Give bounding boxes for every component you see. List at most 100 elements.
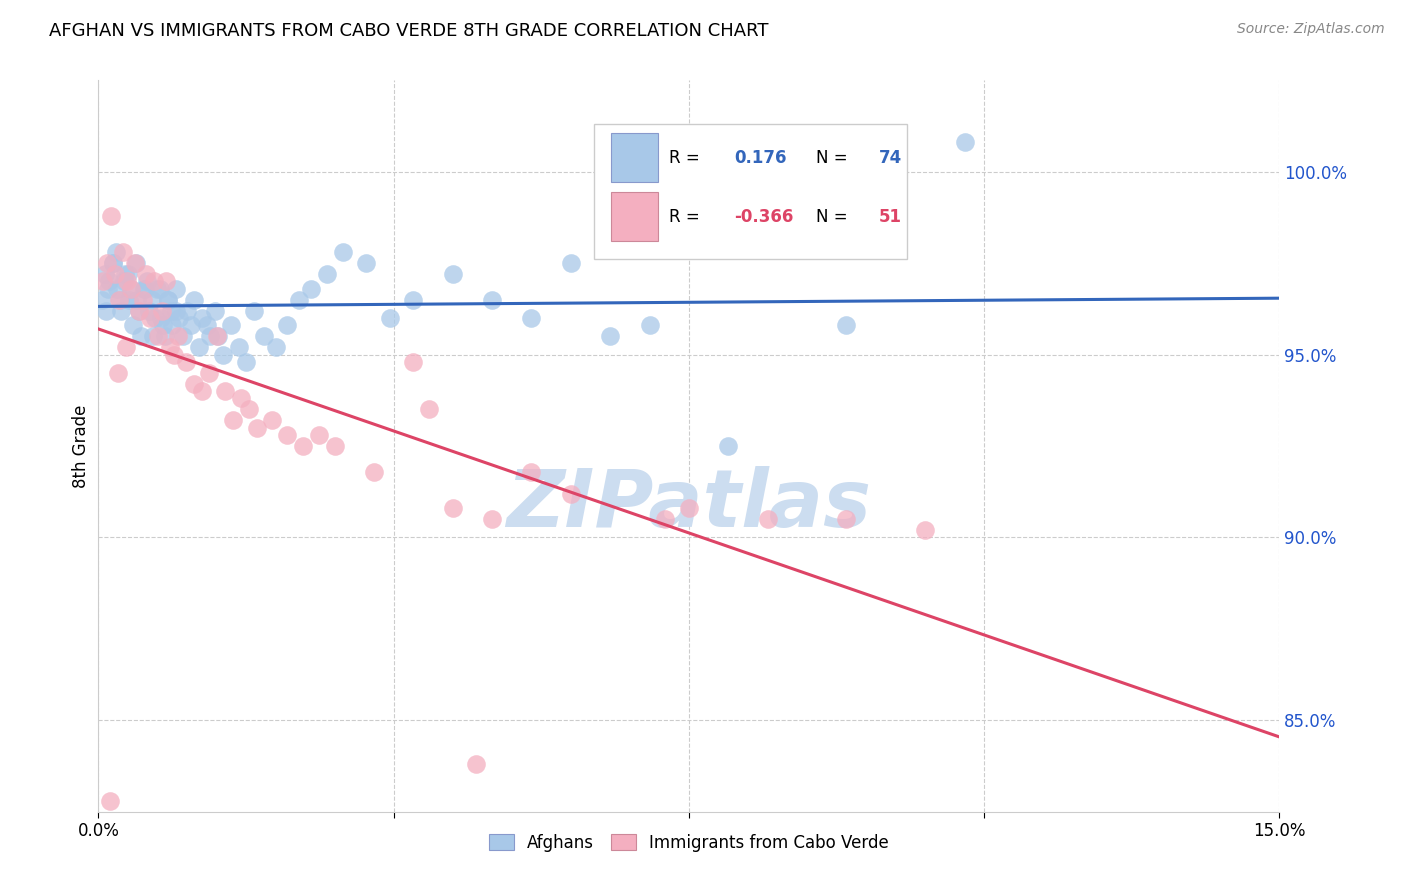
Point xyxy=(115,340,138,354)
Point xyxy=(238,402,260,417)
Point xyxy=(143,274,166,288)
Point xyxy=(149,282,172,296)
Point xyxy=(139,310,162,325)
Point xyxy=(125,293,148,307)
Point xyxy=(128,303,150,318)
Point xyxy=(599,329,621,343)
Point xyxy=(93,267,115,281)
Point xyxy=(219,318,242,333)
Point xyxy=(638,318,661,333)
Text: Source: ZipAtlas.com: Source: ZipAtlas.com xyxy=(1237,22,1385,37)
Point xyxy=(914,523,936,537)
Point xyxy=(323,439,346,453)
Point xyxy=(132,282,155,296)
Y-axis label: 8th Grade: 8th Grade xyxy=(72,404,90,488)
Point xyxy=(163,347,186,361)
Point xyxy=(211,347,233,361)
Point xyxy=(418,402,440,417)
Point xyxy=(560,486,582,500)
Point xyxy=(97,282,120,296)
Point xyxy=(315,267,337,281)
Point xyxy=(183,293,205,307)
Point xyxy=(260,413,283,427)
Point xyxy=(98,274,121,288)
Point xyxy=(152,318,174,333)
Point xyxy=(142,329,165,343)
Point xyxy=(953,136,976,150)
Point xyxy=(207,329,229,343)
Point xyxy=(378,310,401,325)
Point xyxy=(560,256,582,270)
Point xyxy=(172,329,194,343)
Point xyxy=(98,794,121,808)
Point xyxy=(104,267,127,281)
Point xyxy=(165,282,187,296)
Text: 0.176: 0.176 xyxy=(734,149,786,167)
Text: -0.366: -0.366 xyxy=(734,208,793,226)
Point xyxy=(520,310,543,325)
FancyBboxPatch shape xyxy=(612,133,658,182)
Point xyxy=(835,512,858,526)
Point xyxy=(654,512,676,526)
Point xyxy=(115,274,138,288)
FancyBboxPatch shape xyxy=(612,192,658,241)
Point xyxy=(332,245,354,260)
Point xyxy=(125,256,148,270)
Text: R =: R = xyxy=(669,208,700,226)
Point xyxy=(108,293,131,307)
Text: R =: R = xyxy=(669,149,700,167)
Legend: Afghans, Immigrants from Cabo Verde: Afghans, Immigrants from Cabo Verde xyxy=(482,827,896,858)
Point xyxy=(717,439,740,453)
Point xyxy=(145,282,167,296)
Point xyxy=(105,282,128,296)
Point xyxy=(292,439,315,453)
Point xyxy=(195,318,218,333)
Point xyxy=(100,209,122,223)
Point xyxy=(222,413,245,427)
Point xyxy=(200,329,222,343)
Point xyxy=(167,310,190,325)
Point xyxy=(91,293,114,307)
Point xyxy=(402,355,425,369)
Point xyxy=(155,274,177,288)
Point xyxy=(121,282,143,296)
Point xyxy=(354,256,377,270)
Point xyxy=(243,303,266,318)
Point xyxy=(148,329,170,343)
Point xyxy=(118,293,141,307)
Point xyxy=(128,303,150,318)
Point xyxy=(160,303,183,318)
Point xyxy=(165,303,187,318)
Point xyxy=(190,384,212,398)
Point xyxy=(678,501,700,516)
Point xyxy=(246,420,269,434)
Point xyxy=(110,293,132,307)
Point xyxy=(191,310,214,325)
Point xyxy=(136,274,159,288)
Point xyxy=(117,267,139,281)
FancyBboxPatch shape xyxy=(595,124,907,260)
Point xyxy=(176,303,198,318)
Point xyxy=(91,274,114,288)
Point xyxy=(481,293,503,307)
Point xyxy=(214,384,236,398)
Point xyxy=(167,329,190,343)
Point xyxy=(124,256,146,270)
Point xyxy=(465,757,488,772)
Point xyxy=(253,329,276,343)
Point xyxy=(229,392,252,406)
Point xyxy=(174,355,197,369)
Point xyxy=(96,256,118,270)
Point xyxy=(101,256,124,270)
Point xyxy=(149,310,172,325)
Point xyxy=(141,293,163,307)
Point xyxy=(276,428,298,442)
Point xyxy=(198,366,221,380)
Point xyxy=(264,340,287,354)
Point xyxy=(207,329,229,343)
Text: AFGHAN VS IMMIGRANTS FROM CABO VERDE 8TH GRADE CORRELATION CHART: AFGHAN VS IMMIGRANTS FROM CABO VERDE 8TH… xyxy=(49,22,769,40)
Point xyxy=(110,303,132,318)
Point xyxy=(276,318,298,333)
Point xyxy=(183,376,205,391)
Point xyxy=(138,303,160,318)
